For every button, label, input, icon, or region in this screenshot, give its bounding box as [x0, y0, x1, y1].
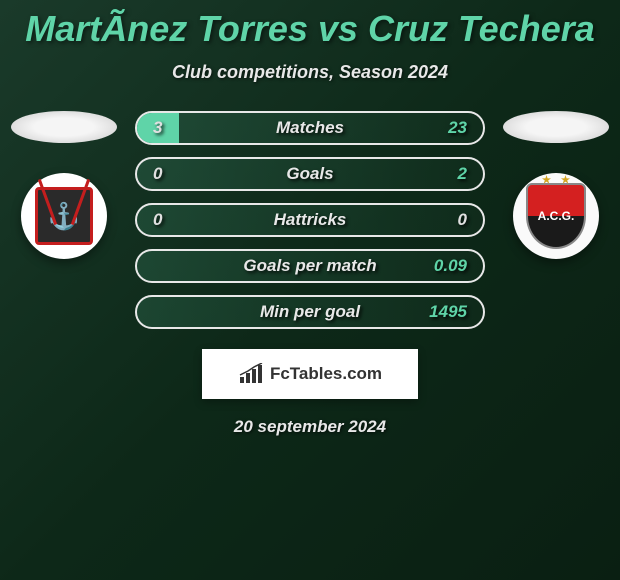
- stat-bar: Goals per match 0.09: [135, 249, 485, 283]
- left-player-column: ⚓: [9, 111, 119, 259]
- stat-right-value: 2: [427, 164, 467, 184]
- page-title: MartÃnez Torres vs Cruz Techera: [0, 0, 620, 50]
- stat-left-value: 0: [153, 210, 193, 230]
- stat-bar: 0 Goals 2: [135, 157, 485, 191]
- subtitle: Club competitions, Season 2024: [0, 62, 620, 83]
- crest-text-right: A.C.G.: [538, 209, 575, 223]
- stat-left-value: 3: [153, 118, 193, 138]
- player-silhouette-right: [503, 111, 609, 143]
- crest-shield-right: ★ ★ A.C.G.: [526, 183, 586, 249]
- stat-right-value: 0: [427, 210, 467, 230]
- club-crest-right: ★ ★ A.C.G.: [513, 173, 599, 259]
- club-crest-left: ⚓: [21, 173, 107, 259]
- right-player-column: ★ ★ A.C.G.: [501, 111, 611, 259]
- stat-label: Matches: [276, 118, 344, 138]
- brand-badge: FcTables.com: [202, 349, 418, 399]
- stat-label: Min per goal: [260, 302, 360, 322]
- stat-label: Goals per match: [243, 256, 376, 276]
- brand-label: FcTables.com: [270, 364, 382, 384]
- anchor-icon: ⚓: [48, 201, 80, 232]
- stat-left-value: 0: [153, 164, 193, 184]
- stat-right-value: 1495: [427, 302, 467, 322]
- bar-chart-icon: [238, 363, 264, 385]
- crest-shield-left: ⚓: [35, 187, 93, 245]
- stat-label: Hattricks: [274, 210, 347, 230]
- stats-list: 3 Matches 23 0 Goals 2 0 Hattricks 0 Goals per ma…: [135, 111, 485, 329]
- crest-stars-icon: ★ ★: [528, 171, 584, 186]
- comparison-area: ⚓ 3 Matches 23 0 Goals 2 0 Hattricks 0 Goals per …: [0, 111, 620, 329]
- stat-right-value: 0.09: [427, 256, 467, 276]
- stat-bar: Min per goal 1495: [135, 295, 485, 329]
- player-silhouette-left: [11, 111, 117, 143]
- stat-label: Goals: [286, 164, 333, 184]
- stat-bar: 3 Matches 23: [135, 111, 485, 145]
- date-label: 20 september 2024: [0, 417, 620, 437]
- stat-bar: 0 Hattricks 0: [135, 203, 485, 237]
- stat-right-value: 23: [427, 118, 467, 138]
